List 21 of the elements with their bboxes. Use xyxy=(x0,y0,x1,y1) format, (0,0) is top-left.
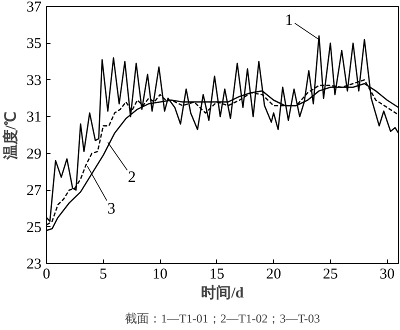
y-axis-title: 温度/℃ xyxy=(2,111,20,161)
x-tick-label: 20 xyxy=(266,266,282,282)
y-tick-label: 31 xyxy=(26,110,42,126)
y-tick-label: 23 xyxy=(26,256,42,272)
x-tick-label: 15 xyxy=(209,266,224,282)
annotation: 2 xyxy=(128,168,136,186)
y-tick-label: 25 xyxy=(26,220,42,236)
x-tick-label: 5 xyxy=(100,266,108,282)
x-tick-label: 30 xyxy=(380,266,395,282)
y-tick-label: 37 xyxy=(26,0,42,16)
annotation: 3 xyxy=(107,200,116,218)
text: 截面：1—T1-01；2—T1-02；3—T-03 xyxy=(125,312,320,326)
y-tick-label: 27 xyxy=(26,183,42,200)
annotation: 1 xyxy=(285,12,294,30)
x-axis-title: 时间/d xyxy=(201,284,244,302)
y-tick-label: 33 xyxy=(26,72,42,89)
y-tick-label: 35 xyxy=(26,36,42,52)
x-tick-label: 25 xyxy=(322,266,338,282)
y-tick-label: 29 xyxy=(26,146,42,162)
x-tick-label: 0 xyxy=(42,266,50,282)
x-tick-label: 10 xyxy=(152,266,168,282)
